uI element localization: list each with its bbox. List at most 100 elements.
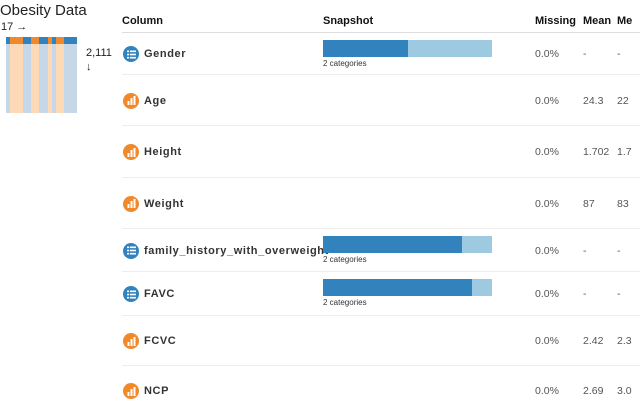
- thumbnail-column-num: [60, 37, 65, 113]
- mean-value: 87: [583, 197, 595, 210]
- bar-chart-icon: 1.451.98: [123, 144, 139, 160]
- summary-table: Column Snapshot Missing Mean Me Gender 0…: [122, 0, 640, 400]
- missing-value: 0.0%: [535, 335, 559, 347]
- list-icon: [123, 286, 139, 302]
- thumbnail-column-cat: [22, 37, 27, 113]
- header-median[interactable]: Me: [617, 15, 633, 27]
- missing-value: 0.0%: [535, 244, 559, 257]
- column-name[interactable]: FAVC: [144, 288, 175, 300]
- thumbnail-column-cat: [68, 37, 73, 113]
- category-bar-fill: [323, 236, 462, 253]
- category-snapshot[interactable]: 2 categories: [323, 236, 493, 272]
- missing-value: 0.0%: [535, 385, 559, 397]
- histogram-snapshot[interactable]: [323, 317, 493, 361]
- bar-chart-icon: 1461: [123, 92, 139, 109]
- median-value: -: [617, 48, 621, 60]
- dataset-thumbnail[interactable]: [6, 37, 77, 113]
- histogram: [323, 180, 493, 224]
- category-bar: [323, 40, 492, 57]
- table-row[interactable]: 1.451.98 Height 0.0% 1.702 1.7: [122, 126, 640, 178]
- thumbnail-column-cat: [6, 37, 11, 113]
- column-name[interactable]: Age: [144, 94, 167, 107]
- median-value: 83: [617, 197, 629, 210]
- mean-value: 24.3: [583, 94, 604, 107]
- bar-chart-icon: [123, 383, 139, 399]
- table-row[interactable]: NCP 0.0% 2.69 3.0: [122, 366, 640, 400]
- table-row[interactable]: family_history_with_overweight 0.0% - - …: [122, 229, 640, 272]
- table-row[interactable]: Gender 0.0% - - 2 categories: [122, 33, 640, 75]
- thumbnail-column-cat: [26, 37, 32, 113]
- missing-value: 0.0%: [535, 288, 559, 300]
- histogram-snapshot[interactable]: [323, 367, 493, 400]
- median-value: 3.0: [617, 385, 632, 397]
- median-value: 22: [617, 94, 629, 107]
- mean-value: 2.69: [583, 385, 604, 397]
- median-value: -: [617, 244, 621, 257]
- row-count: 2,111 ↓: [86, 46, 112, 74]
- histogram-snapshot[interactable]: [323, 128, 493, 172]
- histogram: [323, 317, 493, 361]
- mean-value: 1.702: [583, 146, 610, 158]
- table-row[interactable]: 13 FCVC 0.0% 2.42 2.3: [122, 316, 640, 366]
- category-bar: [323, 236, 492, 253]
- category-count-label: 2 categories: [323, 298, 367, 307]
- thumbnail-column-num: [18, 37, 23, 113]
- missing-value: 0.0%: [535, 197, 559, 210]
- category-bar: [323, 279, 492, 296]
- column-name[interactable]: Weight: [144, 197, 185, 210]
- header-column[interactable]: Column: [122, 15, 163, 27]
- list-icon: [123, 242, 139, 259]
- header-mean[interactable]: Mean: [583, 15, 612, 27]
- table-row[interactable]: 39173 Weight 0.0% 87 83: [122, 178, 640, 229]
- median-value: 1.7: [617, 146, 632, 158]
- thumbnail-column-cat: [43, 37, 48, 113]
- bar-chart-icon: 13: [123, 333, 139, 349]
- missing-value: 0.0%: [535, 94, 559, 107]
- thumbnail-column-cat: [72, 37, 77, 113]
- table-row[interactable]: FAVC 0.0% - - 2 categories: [122, 272, 640, 316]
- down-arrow-icon: ↓: [86, 61, 92, 73]
- histogram: [323, 77, 493, 121]
- column-name[interactable]: Gender: [144, 48, 187, 60]
- category-snapshot[interactable]: 2 categories: [323, 40, 493, 76]
- median-value: -: [617, 288, 621, 300]
- header-divider: [122, 32, 640, 33]
- list-icon: [123, 46, 139, 62]
- thumbnail-column-num: [31, 37, 36, 113]
- dataset-title: Obesity Data: [0, 2, 87, 19]
- histogram-snapshot[interactable]: [323, 77, 493, 121]
- column-name[interactable]: FCVC: [144, 335, 177, 347]
- thumbnail-column-num: [35, 37, 40, 113]
- column-name[interactable]: family_history_with_overweight: [144, 244, 329, 257]
- thumbnail-column-num: [47, 37, 52, 113]
- histogram: [323, 128, 493, 172]
- missing-value: 0.0%: [535, 146, 559, 158]
- thumbnail-column-num: [56, 37, 61, 113]
- column-name[interactable]: NCP: [144, 385, 170, 397]
- mean-value: -: [583, 288, 587, 300]
- mean-value: 2.42: [583, 335, 604, 347]
- median-value: 2.3: [617, 335, 632, 347]
- category-bar-fill: [323, 40, 409, 57]
- category-count-label: 2 categories: [323, 255, 367, 264]
- header-snapshot[interactable]: Snapshot: [323, 15, 374, 27]
- mean-value: -: [583, 48, 587, 60]
- row-count-value: 2,111: [86, 47, 112, 59]
- histogram: [323, 367, 493, 400]
- category-snapshot[interactable]: 2 categories: [323, 279, 493, 315]
- category-count-label: 2 categories: [323, 59, 367, 68]
- histogram-snapshot[interactable]: [323, 180, 493, 224]
- header-missing[interactable]: Missing: [535, 15, 576, 27]
- thumbnail-column-num: [10, 37, 15, 113]
- thumbnail-column-cat: [51, 37, 57, 113]
- table-row[interactable]: 1461 Age 0.0% 24.3 22: [122, 75, 640, 126]
- mean-value: -: [583, 244, 587, 257]
- category-bar-fill: [323, 279, 473, 296]
- missing-value: 0.0%: [535, 48, 559, 60]
- thumbnail-column-cat: [64, 37, 69, 113]
- thumbnail-column-num: [14, 37, 19, 113]
- thumbnail-column-cat: [39, 37, 44, 113]
- bar-chart-icon: 39173: [123, 195, 139, 212]
- column-count: 17 →: [1, 21, 28, 33]
- column-name[interactable]: Height: [144, 146, 182, 158]
